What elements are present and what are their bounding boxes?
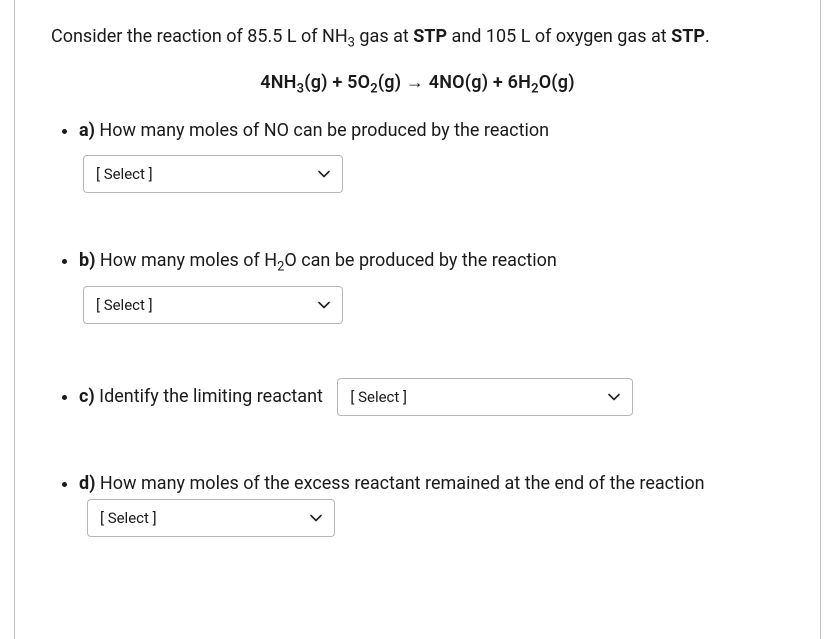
question-b: b) How many moles of H2O can be produced… [79,247,784,324]
eq-part: (g) → 4NO(g) + 6H [378,72,531,93]
question-label-d: d) [79,473,95,494]
intro-text: gas at [355,26,413,47]
subscript-2: 2 [531,81,539,96]
question-label-b: b) [79,250,95,271]
chevron-down-icon [318,299,330,311]
select-answer-a[interactable]: [ Select ] [83,155,343,193]
intro-text: and 105 L of oxygen gas at [447,26,671,47]
question-panel: Consider the reaction of 85.5 L of NH3 g… [14,0,821,639]
question-text: O can be produced by the reaction [284,250,557,271]
intro-text: . [705,26,710,47]
chevron-down-icon [310,512,322,524]
question-text: How many moles of H [95,250,277,271]
intro-text: Consider the reaction of 85.5 L of NH [51,26,348,47]
select-placeholder: [ Select ] [100,506,157,530]
intro-paragraph: Consider the reaction of 85.5 L of NH3 g… [51,22,784,52]
eq-part: O(g) [539,72,575,93]
question-label-a: a) [79,120,95,141]
select-placeholder: [ Select ] [96,293,153,317]
question-label-c: c) [79,386,95,407]
question-a: a) How many moles of NO can be produced … [79,117,784,194]
question-list: a) How many moles of NO can be produced … [51,117,784,537]
subscript-2: 2 [370,81,378,96]
select-answer-c[interactable]: [ Select ] [337,378,633,416]
chevron-down-icon [608,391,620,403]
question-text: How many moles of the excess reactant re… [95,473,704,494]
select-answer-d[interactable]: [ Select ] [87,499,335,537]
stp-bold: STP [671,26,705,47]
question-text: How many moles of NO can be produced by … [95,120,549,141]
stp-bold: STP [413,26,447,47]
eq-part: (g) + 5O [304,72,370,93]
eq-part: 4NH [260,72,296,93]
select-answer-b[interactable]: [ Select ] [83,286,343,324]
question-c: c) Identify the limiting reactant [ Sele… [79,378,784,416]
subscript-3: 3 [348,36,355,51]
select-placeholder: [ Select ] [96,162,153,186]
question-text: Identify the limiting reactant [95,386,323,407]
chevron-down-icon [318,168,330,180]
question-d: d) How many moles of the excess reactant… [79,470,784,537]
select-placeholder: [ Select ] [350,385,407,409]
chemical-equation: 4NH3(g) + 5O2(g) → 4NO(g) + 6H2O(g) [51,72,784,93]
